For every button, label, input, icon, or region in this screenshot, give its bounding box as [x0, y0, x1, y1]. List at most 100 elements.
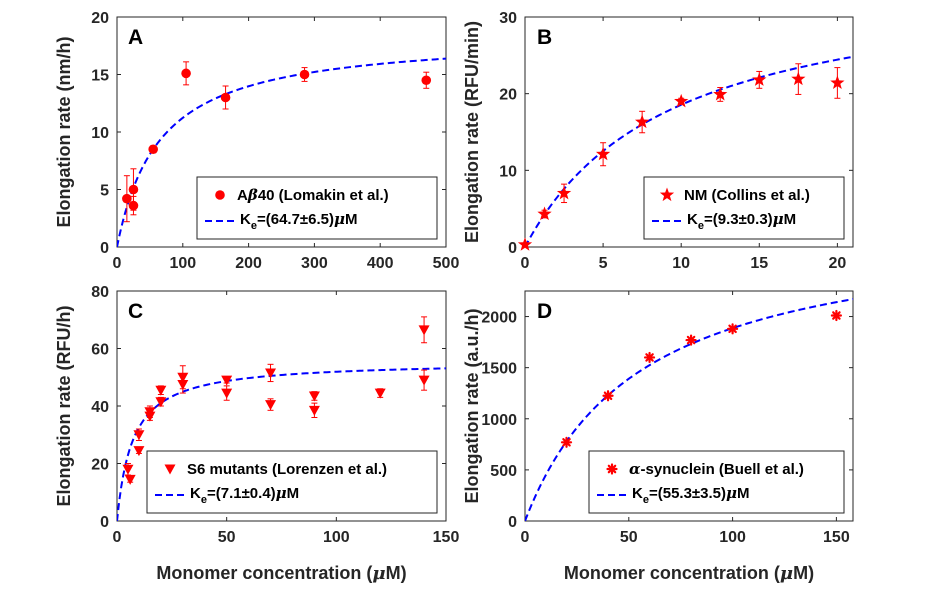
data-marker — [418, 325, 430, 336]
data-marker — [144, 411, 156, 422]
fit-curve-a — [117, 57, 446, 247]
data-marker — [560, 436, 573, 448]
data-point — [556, 183, 572, 204]
y-tick-label: 80 — [91, 284, 109, 301]
y-axis-label: Elongation rate (RFU/min) — [462, 21, 482, 243]
data-marker — [148, 144, 158, 155]
data-marker — [122, 464, 134, 475]
x-tick-label: 0 — [521, 529, 530, 546]
legend-d: α-synuclein (Buell et al.) Ke=(55.3±3.5)μ… — [588, 450, 845, 514]
panel-label-c: C — [128, 300, 143, 323]
data-point — [418, 316, 430, 344]
fit-curve-b — [525, 55, 853, 247]
y-tick-label: 1500 — [481, 361, 517, 378]
data-point — [122, 175, 132, 223]
x-axis-label: Monomer concentration (μM) — [564, 563, 814, 584]
legend-marker — [606, 463, 618, 475]
data-point — [713, 86, 728, 102]
data-point — [155, 385, 167, 396]
data-point — [308, 402, 320, 418]
y-tick-label: 0 — [508, 240, 517, 257]
data-point — [221, 385, 233, 401]
data-point — [181, 61, 191, 86]
data-marker — [265, 400, 277, 411]
data-point — [674, 93, 689, 108]
data-marker — [220, 92, 231, 103]
y-tick-label: 500 — [490, 463, 517, 480]
x-tick-label: 400 — [367, 255, 394, 272]
y-tick-label: 20 — [91, 10, 109, 27]
data-marker — [128, 184, 139, 195]
legend-series-label: Aβ40 (Lomakin et al.) — [237, 186, 389, 204]
data-marker — [181, 68, 191, 79]
x-tick-label: 150 — [823, 529, 850, 546]
data-point — [177, 375, 189, 394]
data-marker — [221, 388, 233, 399]
data-point — [265, 363, 277, 383]
data-marker — [517, 237, 533, 251]
data-marker — [177, 379, 189, 390]
data-marker — [602, 390, 614, 402]
data-marker — [308, 391, 320, 402]
data-marker — [133, 430, 145, 441]
y-tick-label: 30 — [499, 10, 517, 27]
data-marker — [155, 397, 167, 408]
data-point — [791, 63, 806, 95]
data-point — [299, 67, 310, 82]
data-marker — [556, 185, 572, 200]
y-tick-label: 0 — [100, 514, 109, 531]
data-point — [265, 398, 277, 411]
x-axis-label: Monomer concentration (μM) — [156, 563, 406, 584]
data-marker — [308, 405, 320, 416]
data-marker — [674, 93, 689, 108]
legend-series-label: S6 mutants (Lorenzen et al.) — [187, 461, 387, 478]
data-point — [643, 351, 656, 364]
data-marker — [635, 114, 650, 129]
fit-curve-c — [117, 367, 446, 521]
y-tick-label: 0 — [508, 514, 517, 531]
x-tick-label: 50 — [620, 529, 638, 546]
data-marker — [418, 375, 430, 386]
legend-marker — [659, 187, 675, 202]
data-marker — [133, 446, 145, 457]
x-tick-label: 50 — [218, 529, 236, 546]
data-marker — [726, 323, 739, 335]
legend-fit-label: Ke=(64.7±6.5)μM — [240, 210, 357, 232]
data-point — [133, 428, 145, 441]
x-tick-label: 0 — [113, 529, 122, 546]
legend-marker — [215, 190, 225, 200]
data-point — [560, 436, 573, 448]
y-tick-label: 15 — [91, 68, 109, 85]
data-point — [128, 168, 139, 211]
legend-fit-label: Ke=(9.3±0.3)μM — [687, 210, 796, 232]
data-point — [685, 334, 697, 346]
x-tick-label: 10 — [672, 255, 690, 272]
legend-b: NM (Collins et al.) Ke=(9.3±0.3)μM — [643, 176, 845, 240]
data-marker — [221, 375, 233, 386]
legend-marker — [164, 464, 176, 475]
data-marker — [595, 146, 611, 161]
data-point — [374, 388, 386, 399]
y-axis-label: Elongation rate (RFU/h) — [54, 306, 74, 507]
panel-label-d: D — [537, 300, 552, 323]
x-tick-label: 100 — [323, 529, 350, 546]
data-point — [517, 237, 533, 251]
data-point — [124, 474, 136, 485]
y-tick-label: 10 — [91, 125, 109, 142]
data-point — [595, 142, 611, 167]
data-marker — [124, 474, 136, 485]
panel-label-b: B — [537, 26, 552, 49]
y-tick-label: 20 — [499, 87, 517, 104]
y-tick-label: 5 — [100, 183, 109, 200]
data-point — [220, 85, 231, 110]
legend-box — [588, 450, 845, 514]
data-point — [148, 144, 158, 155]
legend-fit-label: Ke=(55.3±3.5)μM — [632, 484, 749, 506]
x-tick-label: 0 — [521, 255, 530, 272]
data-marker — [713, 86, 728, 101]
data-marker — [830, 75, 845, 89]
data-marker — [155, 385, 167, 396]
y-tick-label: 10 — [499, 163, 517, 180]
